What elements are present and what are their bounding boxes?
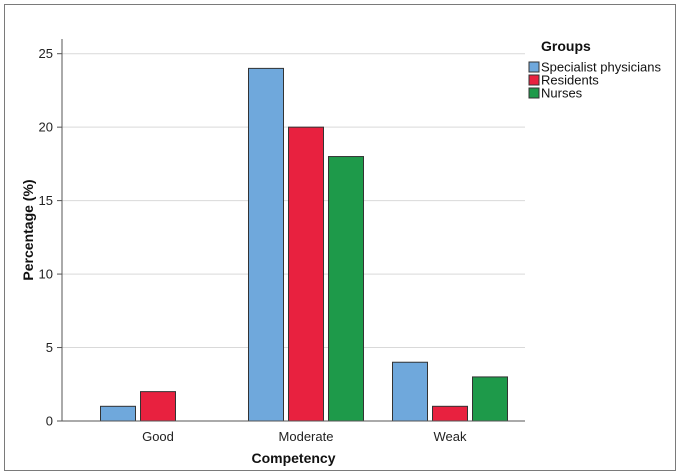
x-tick-label: Moderate [279, 429, 334, 444]
bar-specialist-physicians-weak [392, 361, 428, 422]
bar-specialist-physicians-moderate [248, 67, 284, 422]
bar-residents-weak [432, 405, 468, 422]
legend-label: Specialist physicians [541, 60, 661, 75]
bar-specialist-physicians-good [100, 405, 136, 422]
legend-swatch [528, 74, 540, 86]
x-tick-label: Good [142, 429, 174, 444]
bars [100, 67, 508, 422]
bar-residents-good [140, 391, 176, 422]
bar-nurses-moderate [328, 156, 364, 422]
bar-nurses-weak [472, 376, 508, 422]
axes: 0 5 10 15 20 25 Good Moderate Weak [39, 39, 525, 444]
y-tick-label: 10 [39, 267, 53, 282]
legend-title: Groups [541, 38, 591, 54]
y-axis-title: Percentage (%) [20, 179, 36, 280]
y-tick-label: 15 [39, 193, 53, 208]
chart-frame: 0 5 10 15 20 25 Good Moderate Weak Competency Pe… [4, 4, 676, 471]
legend-swatch [528, 61, 540, 73]
y-tick-label: 25 [39, 46, 53, 61]
bar-residents-moderate [288, 126, 324, 422]
y-tick-label: 5 [46, 340, 53, 355]
y-tick-label: 20 [39, 120, 53, 135]
legend-label: Residents [541, 73, 599, 88]
legend-label: Nurses [541, 86, 583, 101]
bar-chart: 0 5 10 15 20 25 Good Moderate Weak Competency Pe… [20, 38, 661, 466]
x-axis-title: Competency [251, 450, 335, 466]
legend-swatch [528, 87, 540, 99]
x-tick-label: Weak [434, 429, 467, 444]
y-tick-label: 0 [46, 414, 53, 429]
legend: Groups Specialist physiciansResidentsNur… [528, 38, 661, 101]
